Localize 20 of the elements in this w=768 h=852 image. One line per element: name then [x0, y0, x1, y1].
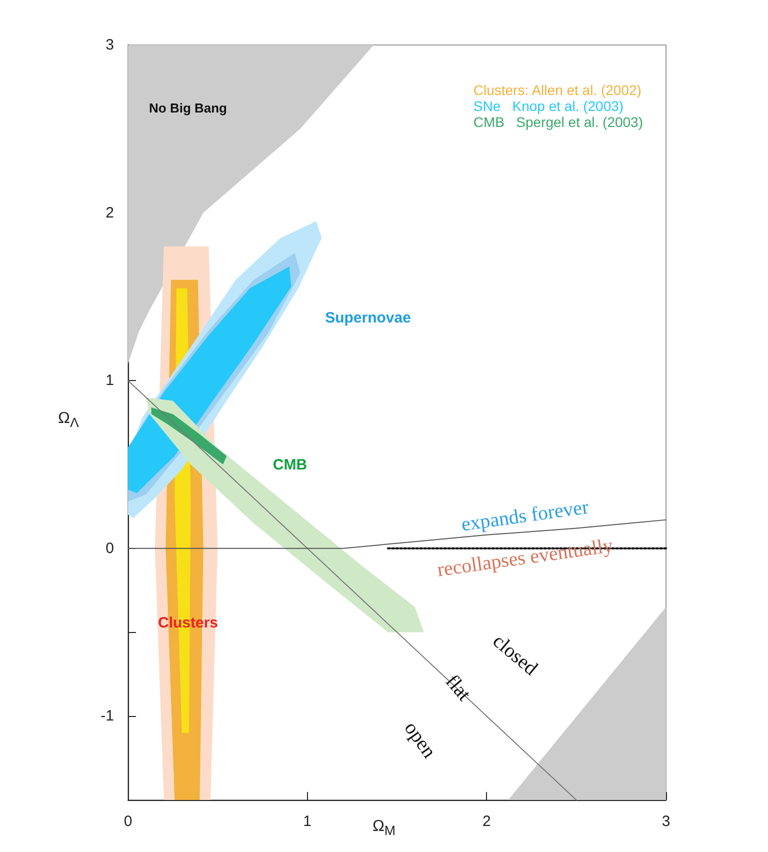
y-tick-label: 0: [106, 540, 114, 557]
annotation: Supernovae: [325, 310, 411, 326]
x-tick-label: 2: [482, 813, 491, 830]
annotation: flat: [441, 670, 476, 706]
annotation: recollapses eventually: [436, 534, 614, 582]
annotation: No Big Bang: [149, 100, 228, 116]
y-tick-label: 3: [106, 36, 114, 54]
y-axis-title: Ω$_{Λ}$: [58, 410, 79, 430]
text: SNe Knop et al. (2003): [473, 98, 624, 114]
y-tick-label: -1: [100, 708, 114, 725]
annotation: CMB: [272, 456, 308, 474]
x-tick-label: 1: [303, 813, 312, 830]
x-tick-label: 0: [124, 813, 132, 830]
y-tick-label: 1: [106, 372, 114, 390]
annotation: expands forever: [460, 496, 590, 536]
text: Clusters: Allen et al. (2002): [473, 82, 642, 98]
x-axis-title: Ω$_{M}$: [372, 818, 396, 838]
x-tick-label: 3: [662, 813, 670, 830]
y-tick-label: 2: [106, 204, 114, 222]
text: CMB Spergel et al. (2003): [473, 114, 644, 130]
